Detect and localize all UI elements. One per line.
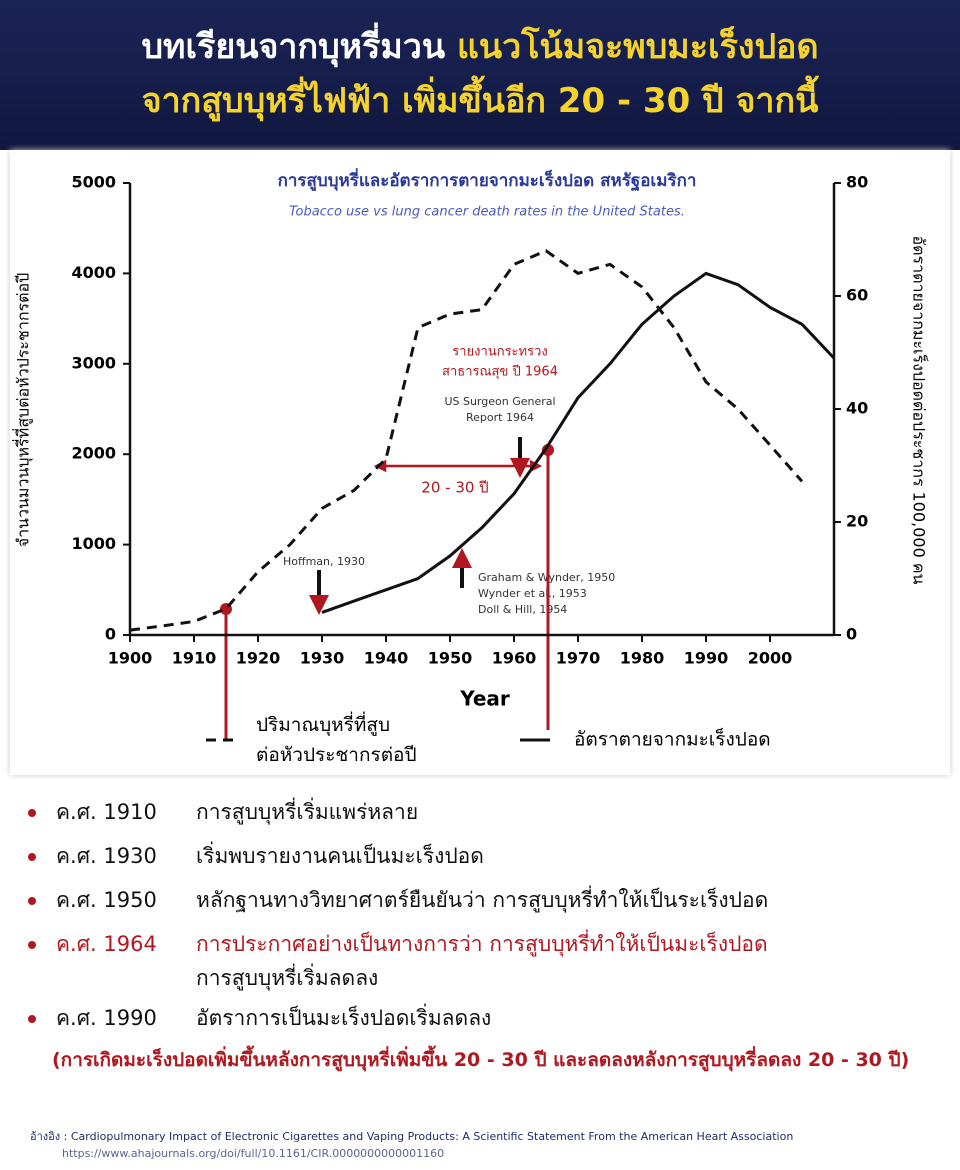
x-tick-label: 1950 [428, 649, 473, 668]
chart: การสูบบุหรี่และอัตราการตายจากมะเร็งปอด ส… [12, 168, 930, 766]
legend: ปริมาณบุหรี่ที่สูบต่อหัวประชากรต่อปี อัตร… [206, 711, 771, 766]
x-tick-label: 1920 [236, 649, 281, 668]
timeline-item: ค.ศ. 1950 หลักฐานทางวิทยาศาตร์ยืนยันว่า ก… [28, 878, 943, 922]
y-tick-label: 5000 [71, 173, 116, 192]
timeline-text: หลักฐานทางวิทยาศาตร์ยืนยันว่า การสูบบุหร… [196, 888, 769, 912]
x-tick-label: 1990 [684, 649, 729, 668]
timeline-item: ค.ศ. 1930 เริ่มพบรายงานคนเป็นมะเร็งปอด [28, 834, 943, 878]
y2-tick-label: 60 [846, 286, 868, 305]
title-line2: จากสูบบุหรี่ไฟฟ้า เพิ่มขึ้นอีก 20 - 30 ป… [141, 81, 819, 121]
y-tick-label: 3000 [71, 353, 116, 372]
x-tick-label: 2000 [748, 649, 793, 668]
series-line [129, 249, 804, 632]
x-tick-label: 1900 [108, 649, 153, 668]
annotation: Wynder et al., 1953 [478, 587, 587, 600]
y-tick-label: 2000 [71, 444, 116, 463]
reference: อ้างอิง : Cardiopulmonary Impact of Elec… [30, 1128, 793, 1162]
annotation: 20 - 30 ปี [421, 479, 488, 497]
annotation: สาธารณสุข ปี 1964 [442, 364, 558, 380]
x-tick-label: 1980 [620, 649, 665, 668]
legend-label: อัตราตายจากมะเร็งปอด [574, 727, 771, 751]
reference-url: https://www.ahajournals.org/doi/full/10.… [62, 1147, 445, 1160]
title-white: บทเรียนจากบุหรี่มวน [141, 27, 446, 67]
chart-title: การสูบบุหรี่และอัตราการตายจากมะเร็งปอด ส… [278, 168, 697, 192]
y-tick-label: 1000 [71, 534, 116, 553]
timeline-item: ค.ศ. 1910 การสูบบุหรี่เริ่มแพร่หลาย [28, 790, 943, 834]
y2-axis-label: อัตราตายจากมะเร็งปอดต่อประชากร 100,000 ค… [910, 236, 930, 585]
y2-tick-label: 0 [846, 625, 857, 644]
timeline-text: อัตราการเป็นมะเร็งปอดเริ่มลดลง [196, 1006, 492, 1030]
y2-tick-label: 40 [846, 399, 868, 418]
header: บทเรียนจากบุหรี่มวน แนวโน้มจะพบมะเร็งปอด… [0, 0, 960, 150]
x-tick-label: 1970 [556, 649, 601, 668]
annotation: Report 1964 [466, 411, 534, 424]
y2-tick-label: 20 [846, 512, 868, 531]
y-axis-label: จำนวนมวนบุหรี่ที่สูบต่อหัวประชากรต่อปี [12, 273, 34, 548]
x-tick-label: 1910 [172, 649, 217, 668]
chart-subtitle: Tobacco use vs lung cancer death rates i… [289, 205, 685, 220]
timeline-item: ค.ศ. 1990 อัตราการเป็นมะเร็งปอดเริ่มลดลง [28, 996, 943, 1040]
annotation: รายงานกระทรวง [452, 345, 547, 360]
y2-tick-label: 80 [846, 173, 868, 192]
reference-label: อ้างอิง : [30, 1130, 68, 1143]
annotation: Doll & Hill, 1954 [478, 603, 567, 616]
note: (การเกิดมะเร็งปอดเพิ่มขึ้นหลังการสูบบุหร… [52, 1049, 910, 1071]
y-tick-label: 4000 [71, 263, 116, 282]
x-axis-label: Year [459, 687, 510, 711]
highlight-dot [542, 444, 554, 456]
reference-text: Cardiopulmonary Impact of Electronic Cig… [70, 1130, 794, 1143]
timeline-year: ค.ศ. 1910 [56, 800, 157, 824]
x-tick-label: 1960 [492, 649, 537, 668]
timeline-text: เริ่มพบรายงานคนเป็นมะเร็งปอด [196, 844, 484, 868]
timeline-year: ค.ศ. 1930 [56, 844, 157, 868]
timeline-text: การประกาศอย่างเป็นทางการว่า การสูบบุหรี่… [196, 932, 768, 956]
y-tick-label: 0 [105, 625, 116, 644]
timeline-year: ค.ศ. 1964 [56, 932, 157, 956]
timeline-text: การสูบบุหรี่เริ่มลดลง [196, 966, 379, 990]
timeline-text: การสูบบุหรี่เริ่มแพร่หลาย [196, 800, 419, 824]
timeline-item: ค.ศ. 1964 การประกาศอย่างเป็นทางการว่า การ… [28, 922, 943, 966]
x-tick-label: 1940 [364, 649, 409, 668]
annotation: US Surgeon General [444, 395, 555, 408]
x-tick-label: 1930 [300, 649, 345, 668]
series-line [321, 271, 836, 614]
annotation: Hoffman, 1930 [283, 555, 365, 568]
title-yellow: แนวโน้มจะพบมะเร็งปอด [456, 27, 819, 67]
chart-box: การสูบบุหรี่และอัตราการตายจากมะเร็งปอด ส… [10, 150, 950, 775]
timeline: ค.ศ. 1910 การสูบบุหรี่เริ่มแพร่หลาย ค.ศ. 1… [28, 790, 943, 1077]
timeline-year: ค.ศ. 1950 [56, 888, 157, 912]
legend-label: ปริมาณบุหรี่ที่สูบต่อหัวประชากรต่อปี [256, 711, 417, 766]
timeline-year: ค.ศ. 1990 [56, 1006, 157, 1030]
